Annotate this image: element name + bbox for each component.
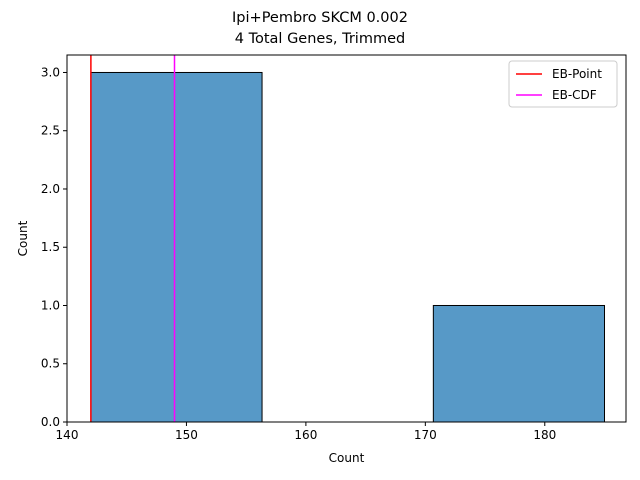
x-tick-label: 170 (414, 428, 437, 442)
x-tick-label: 140 (56, 428, 79, 442)
x-tick-label: 150 (175, 428, 198, 442)
y-tick-label: 0.0 (41, 415, 60, 429)
chart-title-line-1: Ipi+Pembro SKCM 0.002 (232, 10, 408, 26)
histogram-bar-0 (90, 71, 263, 423)
x-tick-label: 160 (294, 428, 317, 442)
legend-label-eb-cdf: EB-CDF (552, 88, 597, 102)
legend-label-eb-point: EB-Point (552, 67, 602, 81)
y-tick-label: 0.5 (41, 357, 60, 371)
y-tick-label: 3.0 (41, 65, 60, 79)
x-tick-label: 180 (533, 428, 556, 442)
y-tick-label: 1.0 (41, 298, 60, 312)
x-axis-label: Count (329, 451, 365, 465)
plot-frame (66, 54, 627, 423)
y-axis-label: Count (16, 220, 30, 256)
y-tick-label: 1.5 (41, 240, 60, 254)
chart-title-line-2: 4 Total Genes, Trimmed (234, 31, 406, 47)
histogram-bar-2 (432, 304, 606, 423)
y-tick-label: 2.5 (41, 124, 60, 138)
y-tick-label: 2.0 (41, 182, 60, 196)
